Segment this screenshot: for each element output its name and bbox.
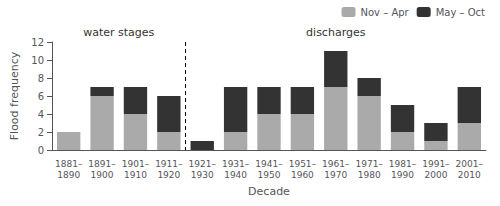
svg-text:1950: 1950 — [258, 170, 281, 180]
svg-text:1901–: 1901– — [122, 159, 150, 169]
svg-text:1890: 1890 — [57, 170, 80, 180]
svg-text:1910: 1910 — [124, 170, 147, 180]
svg-text:1930: 1930 — [191, 170, 214, 180]
svg-text:1881–: 1881– — [55, 159, 83, 169]
svg-text:2000: 2000 — [424, 170, 447, 180]
svg-text:10: 10 — [31, 55, 44, 66]
svg-text:1900: 1900 — [91, 170, 114, 180]
svg-text:8: 8 — [38, 73, 44, 84]
svg-text:Decade: Decade — [248, 185, 290, 198]
svg-text:1921–: 1921– — [189, 159, 217, 169]
svg-text:1990: 1990 — [391, 170, 414, 180]
svg-text:0: 0 — [38, 145, 44, 156]
svg-text:1941–: 1941– — [255, 159, 283, 169]
svg-text:water stages: water stages — [83, 26, 154, 39]
svg-text:1911–: 1911– — [155, 159, 183, 169]
svg-text:May – Oct: May – Oct — [436, 7, 485, 18]
svg-text:1951–: 1951– — [289, 159, 317, 169]
svg-text:Flood frequency: Flood frequency — [8, 51, 21, 140]
svg-text:1971–: 1971– — [355, 159, 383, 169]
svg-text:12: 12 — [31, 37, 44, 48]
svg-text:1891–: 1891– — [88, 159, 116, 169]
svg-text:2: 2 — [38, 127, 44, 138]
svg-text:1931–: 1931– — [222, 159, 250, 169]
svg-text:Nov – Apr: Nov – Apr — [361, 7, 410, 18]
svg-text:1980: 1980 — [358, 170, 381, 180]
svg-text:1960: 1960 — [291, 170, 314, 180]
svg-text:1940: 1940 — [224, 170, 247, 180]
svg-text:1991–: 1991– — [422, 159, 450, 169]
svg-text:4: 4 — [38, 109, 44, 120]
svg-text:2001–: 2001– — [456, 159, 484, 169]
svg-text:6: 6 — [38, 91, 44, 102]
svg-text:1961–: 1961– — [322, 159, 350, 169]
svg-text:1920: 1920 — [157, 170, 180, 180]
svg-text:2010: 2010 — [458, 170, 481, 180]
svg-text:discharges: discharges — [306, 26, 366, 39]
svg-text:1970: 1970 — [324, 170, 347, 180]
svg-text:1981–: 1981– — [389, 159, 417, 169]
